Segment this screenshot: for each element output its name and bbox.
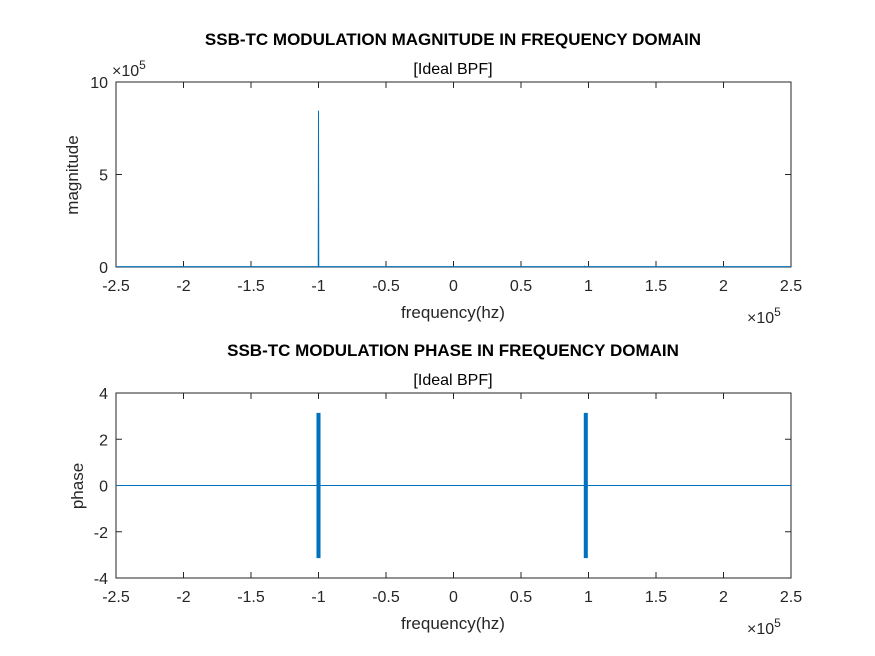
- phase-y-tick-label: 0: [99, 479, 108, 496]
- phase-title: SSB-TC MODULATION PHASE IN FREQUENCY DOM…: [227, 341, 679, 360]
- magnitude-x-tick-label: 0.5: [510, 278, 532, 295]
- phase-phase-band: [316, 412, 321, 559]
- phase-subplot: SSB-TC MODULATION PHASE IN FREQUENCY DOM…: [68, 341, 802, 638]
- phase-phase-band: [583, 412, 588, 559]
- magnitude-y-exponent: ×105: [112, 58, 146, 80]
- phase-y-axis-label: phase: [68, 463, 87, 509]
- magnitude-subplot: SSB-TC MODULATION MAGNITUDE IN FREQUENCY…: [63, 30, 802, 327]
- magnitude-axes-box: [115, 81, 792, 268]
- phase-x-exponent: ×105: [747, 616, 781, 638]
- phase-x-tick-label: -1.5: [237, 589, 265, 606]
- magnitude-x-tick-label: 2: [719, 278, 728, 295]
- magnitude-x-tick-label: -2: [176, 278, 190, 295]
- magnitude-y-axis-label: magnitude: [63, 135, 82, 214]
- phase-x-tick-label: 2: [719, 589, 728, 606]
- magnitude-x-tick-label: -1.5: [237, 278, 265, 295]
- magnitude-x-exponent: ×105: [747, 305, 781, 327]
- magnitude-x-tick-label: 0: [449, 278, 458, 295]
- magnitude-y-tick-label: 0: [99, 260, 108, 277]
- magnitude-x-tick-label: -0.5: [372, 278, 400, 295]
- phase-y-tick-label: 4: [99, 386, 108, 403]
- magnitude-x-tick-label: -2.5: [102, 278, 130, 295]
- magnitude-x-axis-label: frequency(hz): [401, 303, 505, 322]
- phase-x-tick-label: 1: [584, 589, 593, 606]
- magnitude-series-line: [116, 110, 791, 268]
- phase-y-tick-label: -2: [94, 525, 108, 542]
- phase-x-tick-label: -0.5: [372, 589, 400, 606]
- phase-y-tick-label: -4: [94, 571, 108, 588]
- phase-y-tick-label: 2: [99, 432, 108, 449]
- phase-subtitle: [Ideal BPF]: [413, 372, 492, 389]
- magnitude-subtitle: [Ideal BPF]: [413, 61, 492, 78]
- phase-x-tick-label: -2.5: [102, 589, 130, 606]
- magnitude-y-tick-label: 10: [90, 75, 108, 92]
- magnitude-x-tick-label: -1: [311, 278, 325, 295]
- phase-x-tick-label: -2: [176, 589, 190, 606]
- phase-x-tick-label: 2.5: [780, 589, 802, 606]
- phase-x-tick-label: 1.5: [645, 589, 667, 606]
- magnitude-y-tick-label: 5: [99, 168, 108, 185]
- magnitude-x-tick-label: 2.5: [780, 278, 802, 295]
- phase-x-axis-label: frequency(hz): [401, 614, 505, 633]
- magnitude-x-tick-label: 1.5: [645, 278, 667, 295]
- phase-x-tick-label: 0.5: [510, 589, 532, 606]
- magnitude-title: SSB-TC MODULATION MAGNITUDE IN FREQUENCY…: [205, 30, 701, 49]
- phase-x-tick-label: 0: [449, 589, 458, 606]
- magnitude-x-tick-label: 1: [584, 278, 593, 295]
- phase-x-tick-label: -1: [311, 589, 325, 606]
